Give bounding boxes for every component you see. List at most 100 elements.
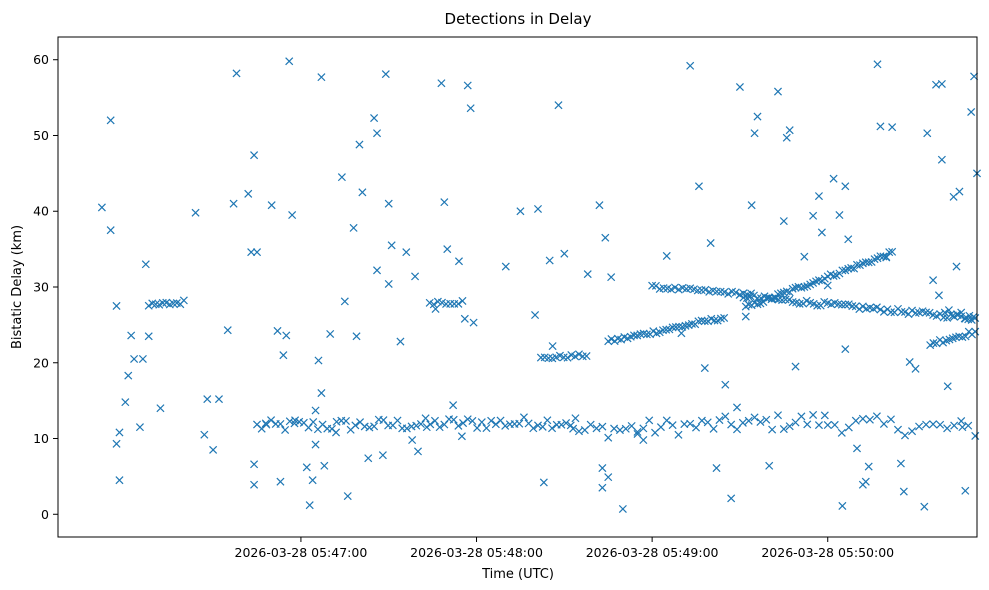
data-point bbox=[958, 423, 967, 432]
data-point bbox=[864, 462, 873, 471]
data-point bbox=[554, 101, 563, 110]
data-point bbox=[223, 326, 232, 335]
data-point bbox=[732, 403, 742, 412]
data-point bbox=[463, 415, 472, 424]
data-point bbox=[838, 266, 847, 275]
data-point bbox=[457, 432, 466, 441]
data-point bbox=[267, 201, 276, 210]
data-point bbox=[469, 318, 478, 327]
data-point bbox=[378, 451, 387, 460]
data-point bbox=[276, 477, 285, 486]
data-point bbox=[539, 478, 548, 487]
data-point bbox=[144, 332, 153, 341]
data-point bbox=[426, 420, 435, 429]
data-point bbox=[229, 199, 238, 208]
data-point bbox=[387, 241, 396, 250]
data-point bbox=[844, 235, 853, 244]
data-point bbox=[886, 415, 895, 424]
data-point bbox=[694, 182, 703, 191]
data-point bbox=[888, 247, 897, 256]
data-point bbox=[791, 362, 800, 371]
data-point bbox=[458, 296, 467, 305]
data-point bbox=[629, 331, 639, 340]
data-point bbox=[944, 306, 953, 315]
data-point bbox=[785, 126, 794, 135]
data-point bbox=[911, 364, 920, 373]
data-point bbox=[953, 310, 962, 319]
data-point bbox=[886, 308, 895, 317]
y-tick-label: 50 bbox=[33, 128, 49, 143]
data-point bbox=[835, 211, 844, 220]
data-point bbox=[285, 417, 294, 426]
y-tick-label: 0 bbox=[41, 507, 49, 522]
data-point bbox=[449, 401, 458, 410]
data-point bbox=[841, 345, 850, 354]
data-point bbox=[727, 494, 736, 503]
data-point bbox=[209, 445, 218, 454]
data-point bbox=[724, 289, 733, 298]
data-point bbox=[566, 421, 575, 430]
data-point bbox=[466, 104, 475, 113]
data-point bbox=[460, 314, 469, 323]
data-point bbox=[929, 420, 938, 429]
data-point bbox=[937, 79, 946, 88]
data-point bbox=[358, 188, 367, 197]
data-point bbox=[885, 248, 894, 257]
data-point bbox=[459, 419, 468, 428]
data-point bbox=[694, 317, 703, 326]
data-point bbox=[156, 404, 165, 413]
data-point bbox=[381, 70, 390, 79]
data-point bbox=[779, 425, 788, 434]
data-point bbox=[179, 296, 188, 305]
data-point bbox=[823, 281, 832, 290]
data-point bbox=[697, 316, 706, 325]
data-point bbox=[814, 276, 823, 285]
data-point bbox=[656, 423, 665, 432]
data-point bbox=[598, 464, 607, 473]
data-point bbox=[858, 302, 867, 311]
data-point bbox=[463, 81, 472, 90]
data-point bbox=[349, 223, 358, 232]
data-point bbox=[957, 417, 966, 426]
data-point bbox=[879, 307, 888, 316]
data-point bbox=[809, 211, 818, 220]
data-point bbox=[791, 283, 800, 292]
y-tick-label: 40 bbox=[33, 204, 49, 219]
data-point bbox=[516, 207, 525, 216]
data-point bbox=[332, 417, 341, 426]
data-point bbox=[543, 416, 552, 425]
data-point bbox=[244, 189, 253, 198]
data-point bbox=[355, 140, 364, 149]
data-point bbox=[214, 395, 223, 404]
data-point bbox=[138, 354, 147, 363]
data-point bbox=[900, 431, 910, 440]
x-tick-label: 2026-03-28 05:50:00 bbox=[761, 545, 894, 560]
data-point bbox=[721, 412, 730, 421]
data-point bbox=[501, 421, 510, 430]
data-point bbox=[121, 398, 130, 407]
data-point bbox=[662, 251, 671, 260]
data-point bbox=[851, 416, 860, 425]
data-point bbox=[633, 427, 642, 436]
data-point bbox=[203, 395, 212, 404]
data-point bbox=[595, 201, 604, 210]
data-point bbox=[794, 282, 803, 291]
data-point bbox=[384, 199, 393, 208]
data-point bbox=[317, 389, 326, 398]
data-point bbox=[876, 305, 885, 314]
y-axis-label: Bistatic Delay (km) bbox=[10, 225, 25, 349]
data-point bbox=[468, 416, 477, 425]
data-point bbox=[753, 300, 762, 309]
data-point bbox=[601, 233, 610, 242]
data-point bbox=[782, 287, 791, 296]
data-point bbox=[896, 459, 905, 468]
data-point bbox=[692, 423, 701, 432]
data-point bbox=[943, 382, 952, 391]
data-point bbox=[969, 312, 978, 321]
data-point bbox=[533, 421, 543, 430]
data-point bbox=[285, 57, 294, 66]
data-point bbox=[879, 252, 888, 261]
data-point bbox=[797, 283, 806, 292]
data-point bbox=[372, 129, 382, 138]
